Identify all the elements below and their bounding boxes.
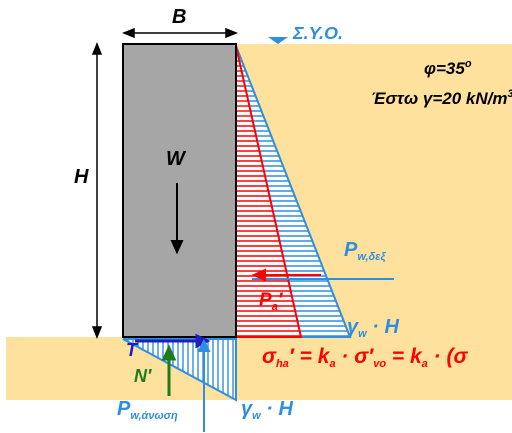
width-dimension <box>121 27 239 39</box>
water-pressure-base-label: γw · H <box>241 398 293 422</box>
weight-arrow <box>170 183 184 255</box>
soil-foundation <box>6 337 512 400</box>
groundwater-level-marker <box>268 37 288 44</box>
width-label: B <box>172 6 187 28</box>
active-force-arrow <box>251 268 321 282</box>
lateral-stress-formula: σha′ = ka · σ′vo = ka · (σ <box>262 345 468 370</box>
active-pressure-triangle <box>235 45 303 338</box>
height-dimension <box>91 41 103 340</box>
unit-weight-label: Έστω γ=20 kN/m3 <box>371 88 512 108</box>
uplift-force-arrow <box>197 338 211 432</box>
shear-force-label: T <box>126 340 137 360</box>
water-pressure-side-label: γw · H <box>347 316 399 340</box>
height-label: H <box>74 166 89 188</box>
retaining-wall <box>122 43 237 338</box>
groundwater-label: Σ.Υ.Ο. <box>293 23 344 43</box>
uplift-force-label: Pw,άνωση <box>117 398 178 422</box>
active-force-label: Pa′ <box>259 290 283 313</box>
normal-force-label: N′ <box>134 366 152 386</box>
friction-angle-label: φ=35o <box>424 58 472 78</box>
normal-force-arrow <box>161 344 177 396</box>
weight-label: W <box>166 148 185 170</box>
water-force-side-label: Pw,δεξ <box>344 239 386 263</box>
